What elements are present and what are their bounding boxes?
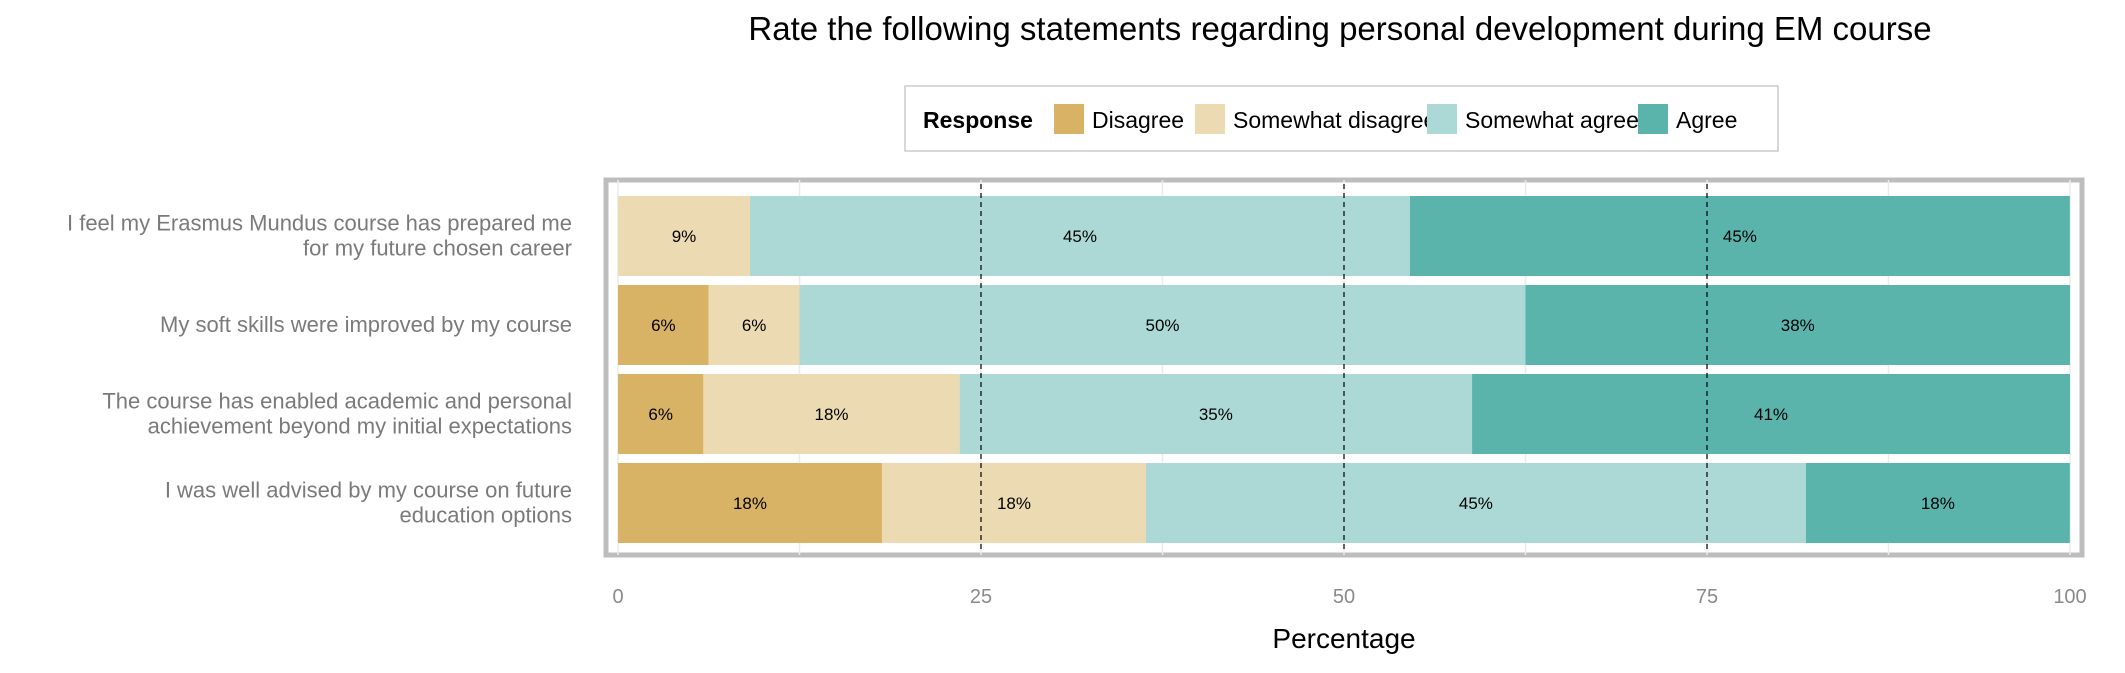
category-label: achievement beyond my initial expectatio… [148, 414, 572, 439]
category-label: My soft skills were improved by my cours… [160, 312, 572, 337]
x-tick-label: 50 [1333, 586, 1355, 608]
bar-segment [1145, 463, 1806, 543]
legend-label-3: Agree [1676, 107, 1737, 133]
bar-segment [799, 285, 1526, 365]
x-tick-label: 75 [1696, 586, 1718, 608]
x-tick-label: 100 [2053, 586, 2086, 608]
bar-segment [618, 285, 709, 365]
bar-segment [1525, 285, 2070, 365]
bar-label: 45% [1063, 227, 1097, 246]
bar-segment [618, 463, 882, 543]
bar-segment [1409, 196, 2070, 276]
category-label: education options [400, 503, 572, 528]
bar-label: 35% [1199, 405, 1233, 424]
bar-segment [881, 463, 1146, 543]
bar-label: 18% [1921, 494, 1955, 513]
bar-label: 50% [1145, 316, 1179, 335]
bar-segment [708, 285, 800, 365]
bar-segment [618, 196, 750, 276]
category-label: I was well advised by my course on futur… [165, 478, 572, 503]
x-tick-label: 25 [970, 586, 992, 608]
legend-key-0 [1054, 104, 1084, 134]
bar-segment [749, 196, 1410, 276]
plot-area: 9% 45% 45% I feel my Erasmus Mundus course … [67, 177, 2087, 608]
bar-label: 18% [733, 494, 767, 513]
category-label: for my future chosen career [303, 236, 572, 261]
x-axis-title: Percentage [1272, 623, 1415, 654]
bar-segment [618, 374, 704, 454]
bar-label: 6% [742, 316, 767, 335]
bar-segment [1472, 374, 2070, 454]
bar-label: 6% [651, 316, 676, 335]
bar-segment [703, 374, 960, 454]
bar-label: 45% [1723, 227, 1757, 246]
category-label: The course has enabled academic and pers… [102, 389, 572, 414]
legend-label-0: Disagree [1092, 107, 1184, 133]
bar-label: 41% [1754, 405, 1788, 424]
legend-title: Response [923, 107, 1033, 133]
bar-label: 6% [648, 405, 673, 424]
legend-label-2: Somewhat agree [1465, 107, 1639, 133]
bar-segment [1805, 463, 2070, 543]
legend: Response Disagree Somewhat disagree Somewha… [904, 85, 1779, 152]
bar-label: 18% [815, 405, 849, 424]
x-tick-label: 0 [612, 586, 623, 608]
bar-segment [959, 374, 1473, 454]
bar-label: 45% [1459, 494, 1493, 513]
legend-key-2 [1427, 104, 1457, 134]
bar-label: 9% [672, 227, 697, 246]
legend-label-1: Somewhat disagree [1233, 107, 1436, 133]
chart-title: Rate the following statements regarding … [748, 10, 1931, 47]
legend-key-1 [1195, 104, 1225, 134]
bar-label: 38% [1781, 316, 1815, 335]
category-label: I feel my Erasmus Mundus course has prep… [67, 211, 572, 236]
legend-key-3 [1638, 104, 1668, 134]
legend-box [904, 85, 1779, 152]
bar-label: 18% [997, 494, 1031, 513]
